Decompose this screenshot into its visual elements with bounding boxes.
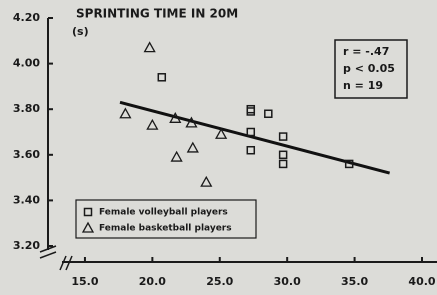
x-tick-label: 35.0 <box>341 275 368 288</box>
point <box>186 141 199 153</box>
point <box>246 104 256 114</box>
point <box>264 109 273 119</box>
y-tick-label: 3.60 <box>13 148 40 161</box>
point <box>278 132 288 141</box>
legend-box <box>75 199 257 239</box>
x-tick-label: 15.0 <box>71 275 98 288</box>
x-tick-label: 30.0 <box>274 275 301 288</box>
y-tick-label: 3.40 <box>13 193 40 206</box>
point <box>169 111 182 123</box>
legend-marker <box>83 207 93 217</box>
y-tick-label: 3.20 <box>13 239 40 252</box>
annotation: n = 19 <box>343 79 383 92</box>
annotation: p < 0.05 <box>343 62 395 75</box>
legend-label: Female volleyball players <box>99 208 228 218</box>
legend-marker <box>81 221 95 233</box>
point <box>200 175 213 187</box>
point <box>143 41 156 53</box>
point <box>119 107 132 119</box>
chart-title: SPRINTING TIME IN 20M <box>76 7 238 21</box>
stats-box <box>334 39 408 99</box>
x-tick-label: 25.0 <box>206 275 233 288</box>
y-tick-label: 3.80 <box>13 102 40 115</box>
point <box>278 150 288 160</box>
point <box>246 107 256 116</box>
axis-break <box>59 255 73 271</box>
point <box>215 127 228 139</box>
point <box>170 150 183 162</box>
point <box>185 116 198 128</box>
y-tick-label: 4.00 <box>13 57 40 70</box>
legend-label: Female basketball players <box>99 224 232 234</box>
annotation: r = -.47 <box>343 45 389 58</box>
point <box>157 73 167 82</box>
fit-line <box>119 100 391 175</box>
y-tick-label: 4.20 <box>13 11 40 24</box>
point <box>344 159 354 169</box>
point <box>246 145 256 155</box>
x-tick-label: 20.0 <box>139 275 166 288</box>
point <box>246 127 256 137</box>
axis-break <box>39 245 57 259</box>
point <box>146 118 159 130</box>
x-tick-label: 40.0 <box>408 275 435 288</box>
point <box>278 159 288 169</box>
y-axis-label: (s) <box>72 25 89 38</box>
